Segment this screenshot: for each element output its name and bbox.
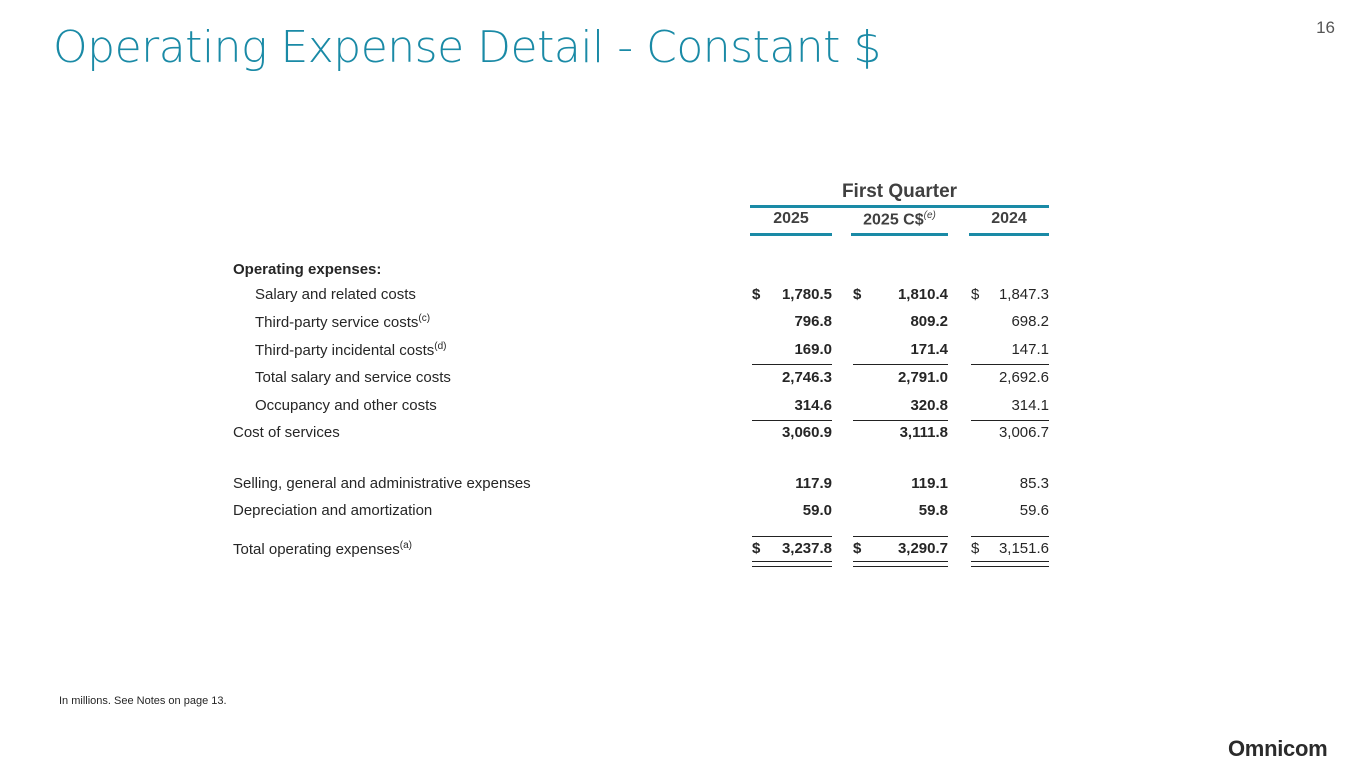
- currency-symbol: $: [971, 286, 980, 303]
- group-header: First Quarter: [841, 181, 958, 202]
- row-label: Total salary and service costs: [255, 369, 451, 386]
- double-underline: [752, 561, 832, 567]
- currency-symbol: $: [752, 286, 761, 303]
- row-label: Third-party incidental costs(d): [255, 341, 447, 359]
- table-row: Occupancy and other costs 314.6 320.8 314.1: [255, 397, 1049, 414]
- row-label: Total operating expenses(a): [233, 540, 413, 558]
- total-rule: [853, 536, 948, 537]
- row-label: Selling, general and administrative expe…: [233, 475, 531, 492]
- total-rule: [971, 536, 1049, 537]
- row-label: Third-party service costs(c): [255, 313, 431, 331]
- subtotal-rule: [752, 420, 832, 421]
- table-row: Total operating expenses(a) $3,237.8 $3,29…: [233, 540, 1049, 558]
- row-label: Salary and related costs: [255, 286, 416, 303]
- subtotal-rule: [853, 420, 948, 421]
- column-rule: [851, 233, 948, 236]
- table-row: Cost of services 3,060.9 3,111.8 3,006.7: [233, 424, 1049, 441]
- column-header-2025: 2025: [773, 210, 809, 227]
- row-label: Occupancy and other costs: [255, 397, 437, 414]
- currency-symbol: $: [853, 286, 862, 303]
- column-header-2025-cs: 2025 C$(e): [863, 210, 936, 229]
- page-title: Operating Expense Detail - Constant $: [53, 22, 881, 73]
- row-label: Cost of services: [233, 424, 340, 441]
- currency-symbol: $: [971, 540, 980, 557]
- double-underline: [971, 561, 1049, 567]
- footnote: In millions. See Notes on page 13.: [59, 695, 227, 707]
- subtotal-rule: [853, 364, 948, 365]
- table-row: Selling, general and administrative expe…: [233, 475, 1049, 492]
- column-header-2024: 2024: [991, 210, 1027, 227]
- row-label: Depreciation and amortization: [233, 502, 433, 519]
- table-row: Third-party incidental costs(d) 169.0 171.…: [255, 341, 1049, 359]
- group-header-rule: [750, 205, 1049, 208]
- table-row: Depreciation and amortization 59.0 59.8 59.…: [233, 502, 1049, 519]
- double-underline: [853, 561, 948, 567]
- page-number: 16: [1316, 18, 1335, 37]
- column-rule: [969, 233, 1049, 236]
- omnicom-logo: Omnicom: [1228, 736, 1328, 761]
- subtotal-rule: [971, 364, 1049, 365]
- subtotal-rule: [971, 420, 1049, 421]
- table-row: Salary and related costs $1,780.5 $1,810.4…: [255, 286, 1049, 303]
- column-rule: [750, 233, 832, 236]
- total-rule: [752, 536, 832, 537]
- table-row: Third-party service costs(c) 796.8 809.2 69…: [255, 313, 1049, 331]
- currency-symbol: $: [752, 540, 761, 557]
- section-header: Operating expenses:: [233, 261, 382, 278]
- subtotal-rule: [752, 364, 832, 365]
- currency-symbol: $: [853, 540, 862, 557]
- table-row: Total salary and service costs 2,746.3 2,7…: [255, 369, 1049, 386]
